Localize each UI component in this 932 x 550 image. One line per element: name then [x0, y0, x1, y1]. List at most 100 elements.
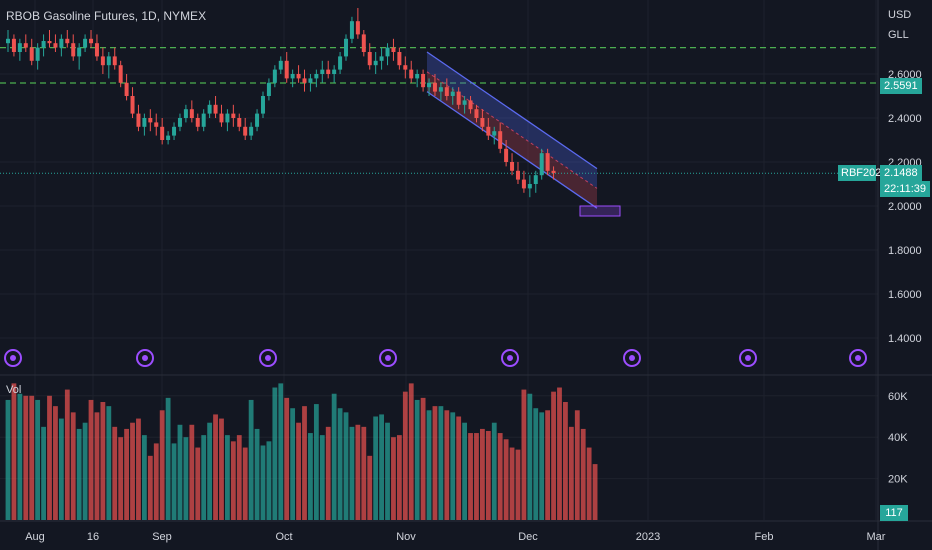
- candle-body: [71, 43, 76, 57]
- candle-body: [17, 43, 22, 52]
- volume-bar: [254, 428, 260, 520]
- price-axis-unit: GLL: [888, 29, 909, 41]
- volume-bar: [130, 422, 135, 520]
- volume-bar: [272, 387, 278, 520]
- volume-bar: [5, 399, 11, 520]
- candle-body: [266, 82, 271, 96]
- volume-bar: [408, 383, 414, 520]
- candle-body: [302, 78, 307, 83]
- volume-bar: [17, 393, 23, 520]
- candle-body: [421, 74, 426, 88]
- candle-body: [166, 135, 171, 140]
- volume-bar: [343, 412, 349, 520]
- volume-bar: [58, 418, 64, 520]
- candle-body: [225, 113, 230, 123]
- volume-bar: [260, 445, 266, 520]
- candle-body: [355, 21, 360, 35]
- volume-bar: [171, 443, 177, 520]
- volume-bar: [313, 404, 319, 520]
- volume-bar: [296, 422, 301, 520]
- volume-bar: [153, 443, 159, 520]
- candle-body: [533, 175, 538, 184]
- candle-body: [290, 74, 295, 79]
- dividend-event-icon: [379, 349, 397, 367]
- candle-body: [492, 131, 497, 136]
- target-box: [579, 205, 621, 217]
- candle-body: [468, 100, 473, 110]
- candle-body: [100, 56, 105, 66]
- candle-body: [65, 38, 70, 44]
- volume-bar: [100, 402, 106, 520]
- candle-body: [160, 126, 165, 140]
- volume-bar: [527, 393, 533, 520]
- candle-body: [379, 56, 384, 61]
- candle-body: [474, 109, 479, 118]
- candle-body: [498, 131, 503, 149]
- candle-body: [106, 56, 111, 66]
- volume-bar: [53, 406, 58, 520]
- dividend-event-icon: [739, 349, 757, 367]
- candle-body: [296, 74, 301, 79]
- volume-bar: [396, 435, 402, 520]
- volume-bar: [379, 414, 384, 520]
- candle-body: [551, 170, 556, 173]
- candle-body: [136, 113, 141, 127]
- candle-body: [527, 184, 532, 189]
- volume-bar: [278, 383, 284, 520]
- price-tick-label: 2.4000: [888, 113, 922, 125]
- candle-body: [195, 118, 200, 127]
- volume-tick-label: 40K: [888, 432, 908, 444]
- volume-bar: [515, 449, 521, 520]
- channel-upper-fill: [427, 52, 597, 189]
- price-tick-label: 1.6000: [888, 289, 922, 301]
- volume-bar: [557, 387, 562, 520]
- candle-body: [373, 60, 378, 66]
- volume-bar: [284, 397, 290, 520]
- volume-pane-label: Vol: [6, 384, 22, 396]
- candle-body: [29, 47, 34, 61]
- volume-bar: [325, 426, 331, 520]
- volume-bar: [47, 395, 52, 520]
- candle-body: [183, 109, 188, 118]
- volume-bar: [373, 416, 379, 520]
- candle-body: [47, 41, 52, 44]
- volume-bar: [35, 399, 41, 520]
- volume-bar: [64, 389, 70, 520]
- candle-body: [255, 113, 260, 127]
- candle-body: [41, 41, 46, 48]
- volume-bar: [331, 393, 337, 520]
- volume-bar: [195, 447, 201, 520]
- volume-bar: [349, 426, 355, 520]
- volume-bar: [456, 416, 462, 520]
- time-tick-label: Mar: [867, 531, 886, 543]
- volume-bar: [266, 441, 272, 520]
- candle-body: [219, 113, 224, 123]
- candle-body: [154, 122, 159, 127]
- dividend-event-icon: [4, 349, 22, 367]
- volume-bar: [491, 422, 497, 520]
- volume-bar: [106, 406, 112, 520]
- candle-body: [415, 74, 420, 79]
- candle-body: [361, 34, 366, 52]
- volume-bar: [248, 399, 254, 520]
- candle-body: [521, 179, 526, 189]
- volume-bar: [450, 412, 456, 520]
- candle-body: [444, 87, 449, 96]
- volume-bar: [29, 395, 35, 520]
- candle-body: [344, 38, 349, 57]
- volume-bar: [545, 410, 551, 520]
- volume-bar: [402, 391, 408, 520]
- candle-body: [432, 82, 437, 92]
- candle-body: [504, 148, 509, 162]
- candle-body: [427, 82, 432, 88]
- volume-bar: [580, 428, 586, 520]
- candle-body: [338, 56, 343, 70]
- volume-bar: [41, 426, 46, 520]
- volume-bar: [480, 428, 485, 520]
- volume-bar: [11, 383, 17, 520]
- candle-body: [77, 47, 82, 57]
- candle-body: [35, 47, 40, 61]
- volume-bar: [462, 422, 468, 520]
- volume-bar: [337, 408, 343, 520]
